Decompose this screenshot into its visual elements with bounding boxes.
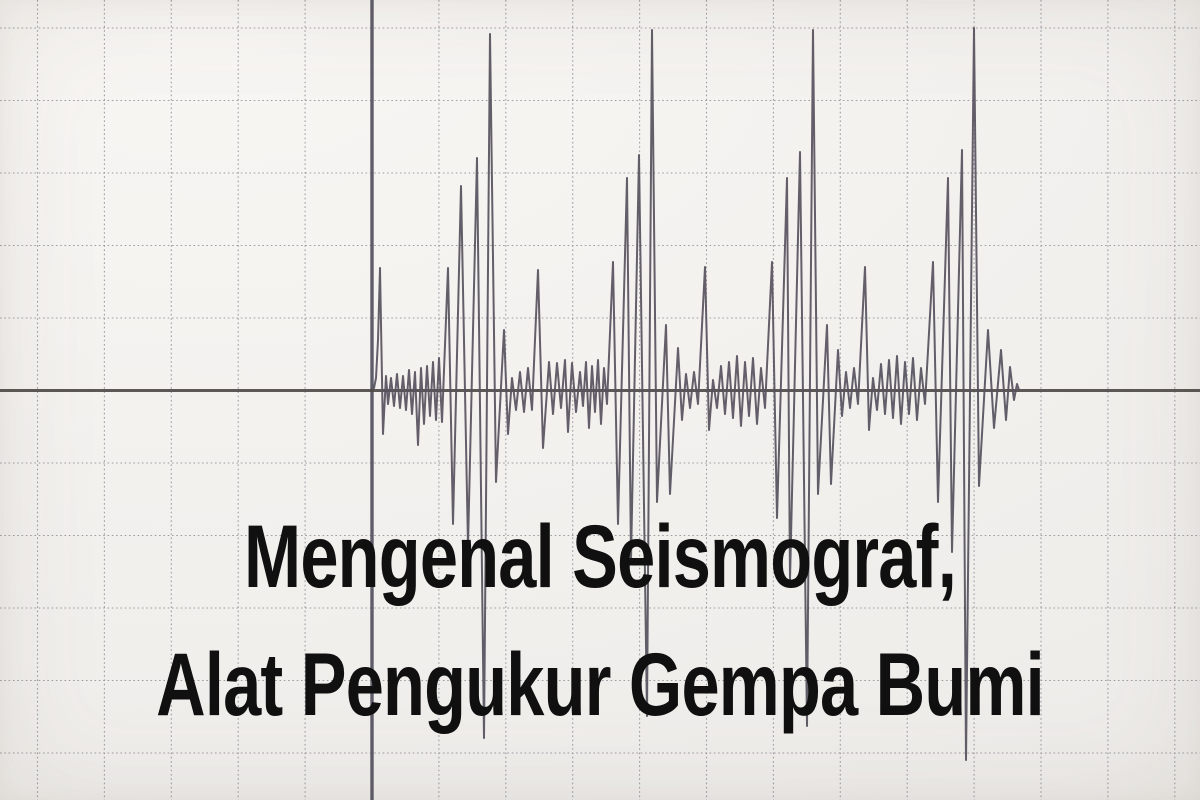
seismogram-trace: [373, 27, 1020, 761]
